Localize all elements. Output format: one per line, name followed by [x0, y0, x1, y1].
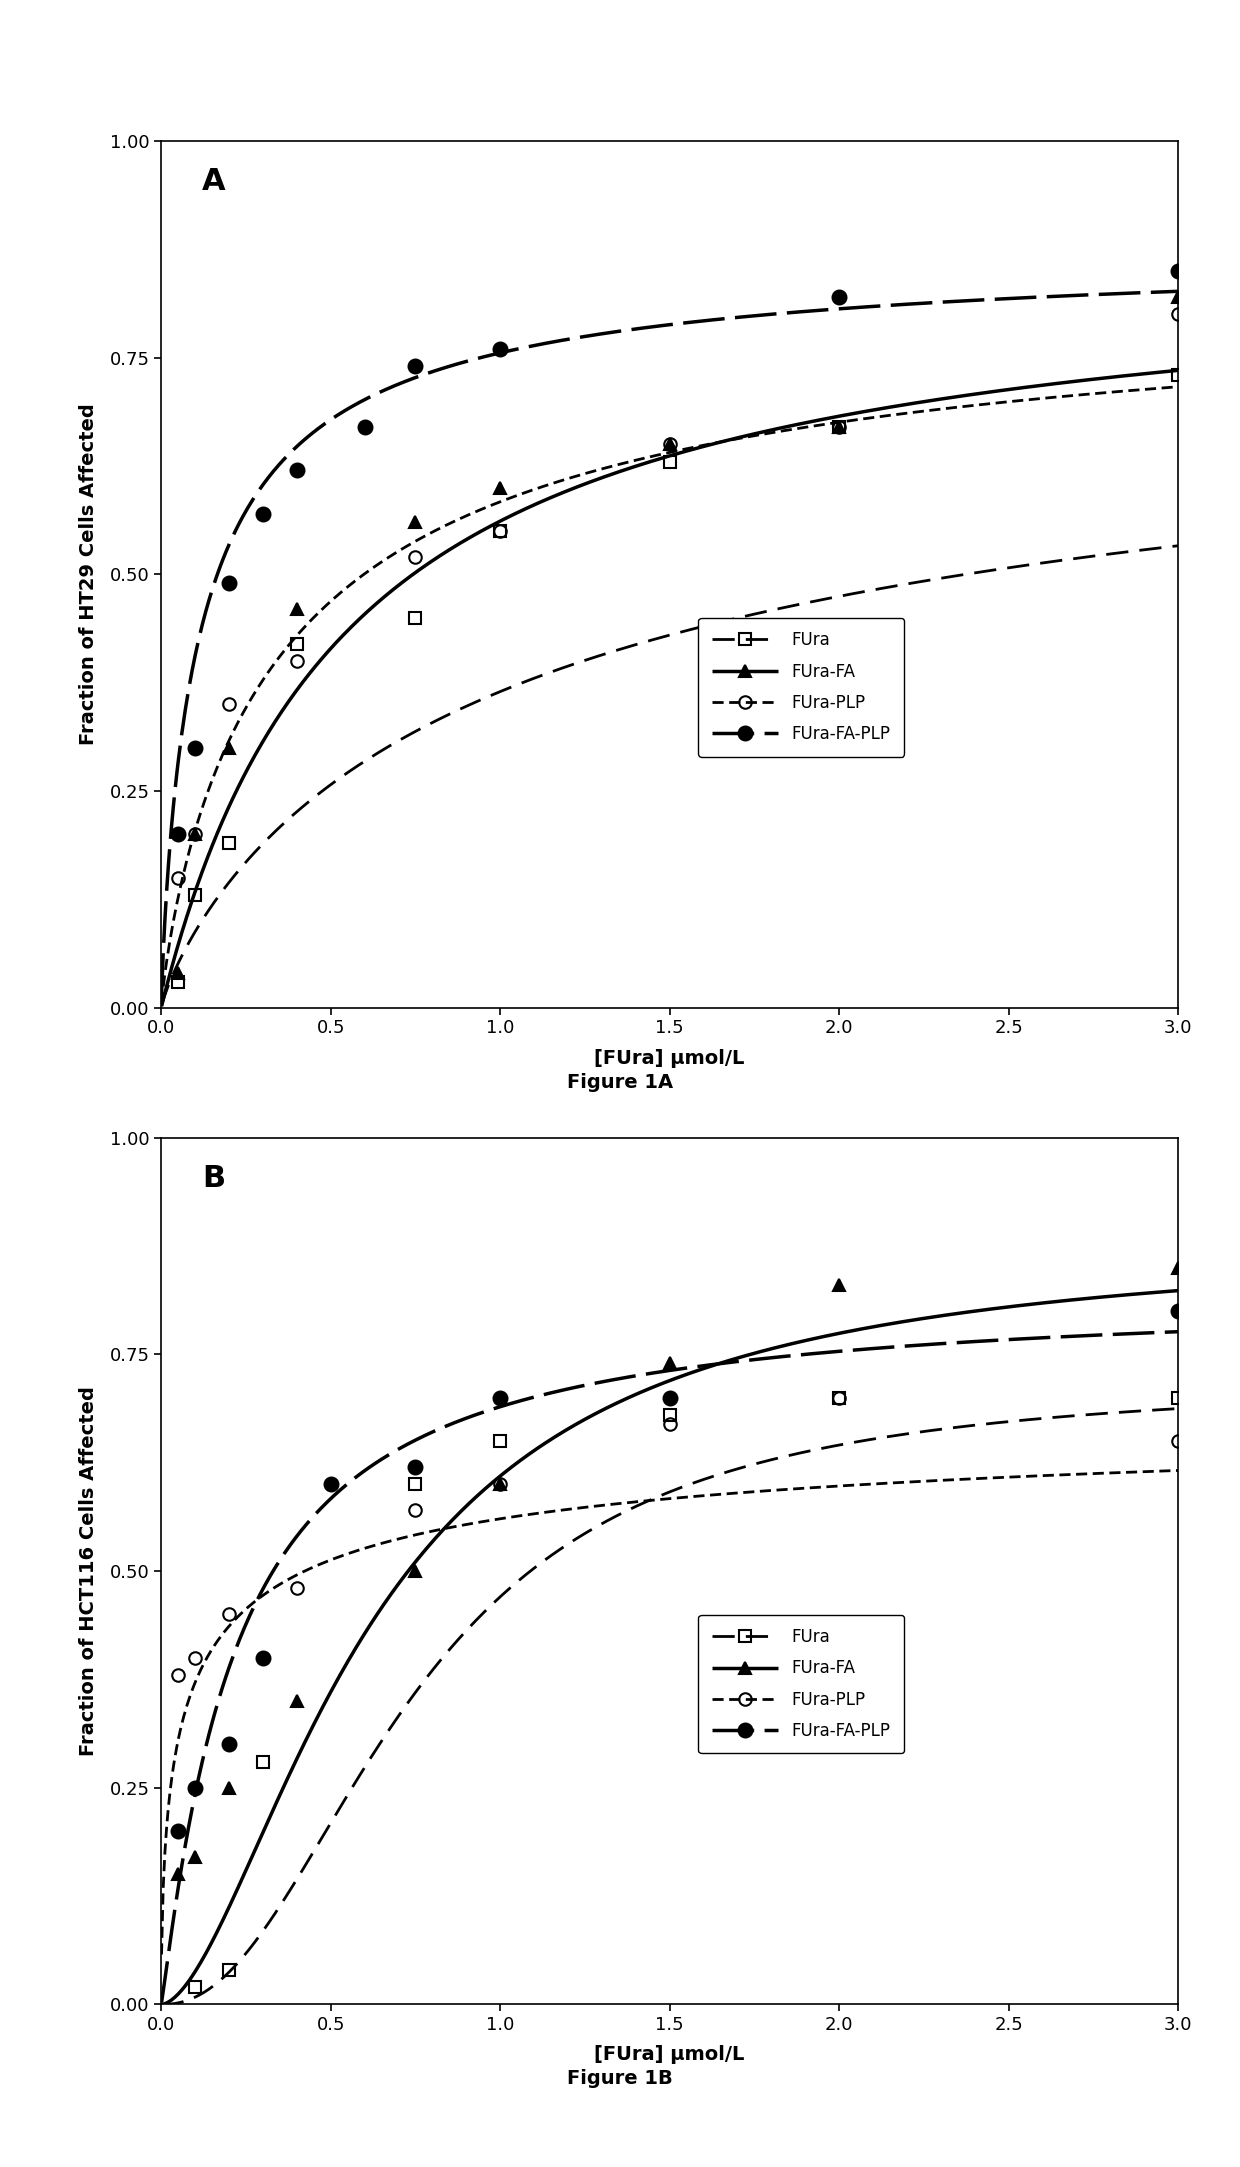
- X-axis label: [FUra] μmol/L: [FUra] μmol/L: [594, 2046, 745, 2065]
- Text: B: B: [202, 1164, 224, 1192]
- Text: Figure 1B: Figure 1B: [567, 2069, 673, 2089]
- Legend: FUra, FUra-FA, FUra-PLP, FUra-FA-PLP: FUra, FUra-FA, FUra-PLP, FUra-FA-PLP: [698, 618, 904, 756]
- Y-axis label: Fraction of HCT116 Cells Affected: Fraction of HCT116 Cells Affected: [79, 1387, 98, 1755]
- Text: A: A: [202, 167, 226, 195]
- Legend: FUra, FUra-FA, FUra-PLP, FUra-FA-PLP: FUra, FUra-FA, FUra-PLP, FUra-FA-PLP: [698, 1614, 904, 1753]
- Y-axis label: Fraction of HT29 Cells Affected: Fraction of HT29 Cells Affected: [79, 403, 98, 745]
- X-axis label: [FUra] μmol/L: [FUra] μmol/L: [594, 1049, 745, 1068]
- Text: Figure 1A: Figure 1A: [567, 1073, 673, 1092]
